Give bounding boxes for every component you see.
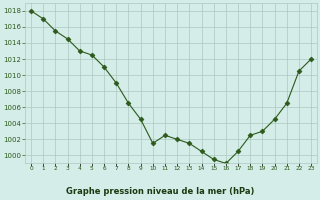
Text: Graphe pression niveau de la mer (hPa): Graphe pression niveau de la mer (hPa) (66, 186, 254, 196)
